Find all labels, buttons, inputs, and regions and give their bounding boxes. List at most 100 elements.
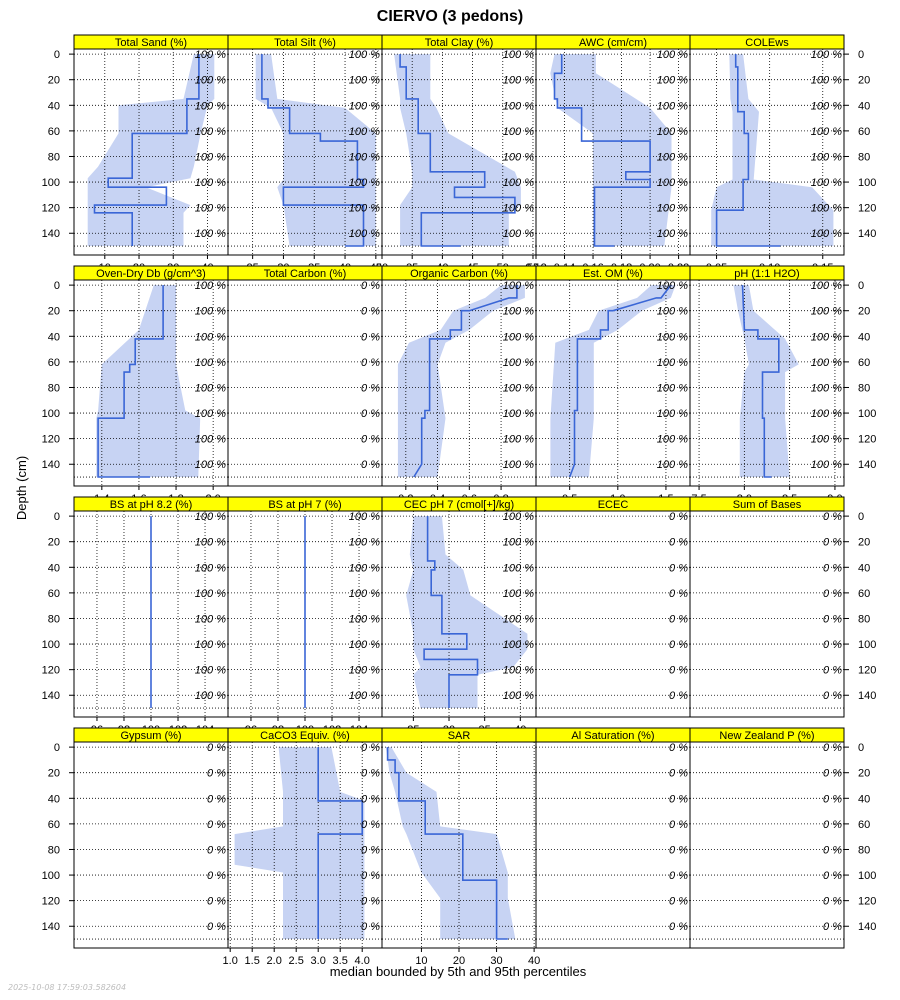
pct-label: 0 % (361, 819, 380, 831)
pct-label: 100 % (657, 126, 688, 138)
pct-label: 100 % (195, 49, 226, 61)
pct-label: 0 % (669, 896, 688, 908)
pct-label: 100 % (811, 408, 842, 420)
y-tick-label: 140 (858, 921, 876, 933)
y-tick-label: 140 (858, 690, 876, 702)
pct-label: 100 % (195, 690, 226, 702)
pct-label: 0 % (669, 921, 688, 933)
pct-label: 0 % (823, 844, 842, 856)
median-line (715, 54, 781, 247)
pct-label: 0 % (207, 793, 226, 805)
pct-label: 100 % (195, 357, 226, 369)
panel-1: Total Silt (%) 100 % 100 % 100 % 100 % 100 % 1… (227, 34, 383, 274)
y-tick-label: 100 (42, 408, 60, 420)
pct-label: 0 % (207, 768, 226, 780)
pct-label: 100 % (349, 665, 380, 677)
chart-title: CIERVO (3 pedons) (377, 8, 523, 25)
pct-label: 100 % (349, 151, 380, 163)
pct-label: 0 % (669, 511, 688, 523)
y-tick-label: 120 (42, 896, 60, 908)
pct-label: 0 % (669, 768, 688, 780)
y-tick-label: 140 (42, 459, 60, 471)
x-tick-label: 1.0 (223, 955, 238, 967)
pct-label: 100 % (195, 537, 226, 549)
panel-14: Sum of Bases 0 % 0 % 0 % 0 % 0 % 0 % 0 % 0 % 0 20 4… (689, 496, 876, 718)
pct-label: 100 % (349, 49, 380, 61)
median-line (568, 284, 672, 478)
percentile-band (385, 747, 516, 939)
y-tick-label: 60 (858, 357, 870, 369)
pct-label: 100 % (811, 126, 842, 138)
pct-label: 100 % (811, 100, 842, 112)
pct-label: 0 % (823, 511, 842, 523)
panel-border (535, 741, 691, 949)
pct-label: 100 % (503, 588, 534, 600)
panel-title: Total Clay (%) (425, 37, 493, 49)
y-tick-label: 20 (858, 75, 870, 87)
y-tick-label: 40 (48, 562, 60, 574)
y-tick-label: 40 (48, 331, 60, 343)
pct-label: 0 % (207, 921, 226, 933)
x-tick-label: 4.0 (355, 955, 370, 967)
panel-border (689, 48, 845, 256)
y-tick-label: 100 (858, 408, 876, 420)
pct-label: 0 % (823, 870, 842, 882)
y-tick-label: 140 (858, 459, 876, 471)
y-tick-label: 80 (48, 613, 60, 625)
y-tick-label: 120 (858, 203, 876, 215)
pct-label: 100 % (195, 408, 226, 420)
pct-label: 0 % (823, 665, 842, 677)
pct-label: 0 % (823, 562, 842, 574)
median-line (386, 747, 508, 940)
panel-title: CaCO3 Equiv. (%) (260, 730, 350, 742)
percentile-band (87, 54, 215, 246)
panel-title: pH (1:1 H2O) (734, 268, 799, 280)
pct-label: 100 % (811, 280, 842, 292)
pct-label: 100 % (503, 151, 534, 163)
panel-title: New Zealand P (%) (719, 730, 814, 742)
pct-label: 100 % (657, 408, 688, 420)
x-tick-label: 3.0 (311, 955, 326, 967)
panel-2: Total Clay (%) 100 % 100 % 100 % 100 % 100 % 1… (376, 34, 539, 274)
y-tick-label: 80 (48, 382, 60, 394)
pct-label: 100 % (811, 203, 842, 215)
pct-label: 0 % (823, 537, 842, 549)
pct-label: 100 % (811, 228, 842, 240)
pct-label: 0 % (669, 819, 688, 831)
median-line (741, 285, 780, 478)
panel-13: ECEC 0 % 0 % 0 % 0 % 0 % 0 % 0 % 0 % (535, 496, 691, 718)
y-tick-label: 100 (858, 639, 876, 651)
pct-label: 0 % (823, 819, 842, 831)
pct-label: 100 % (195, 151, 226, 163)
pct-label: 100 % (349, 562, 380, 574)
panel-3: AWC (cm/cm) 100 % 100 % 100 % 100 % 100 % 100 … (525, 34, 691, 274)
y-tick-label: 0 (54, 49, 60, 61)
pct-label: 100 % (657, 49, 688, 61)
panel-title: BS at pH 8.2 (%) (110, 499, 193, 511)
panel-12: CEC pH 7 (cmol[+]/kg)100 %100 %100 %100 … (381, 496, 537, 736)
pct-label: 100 % (349, 588, 380, 600)
panel-title: ECEC (598, 499, 629, 511)
pct-label: 0 % (361, 434, 380, 446)
median-line (413, 285, 518, 478)
y-tick-label: 140 (42, 921, 60, 933)
panel-4: COLEws 100 % 100 % 100 % 100 % 100 % 100 % 100 … (689, 34, 876, 274)
y-tick-label: 20 (48, 768, 60, 780)
percentile-band (550, 285, 676, 477)
pct-label: 0 % (669, 562, 688, 574)
pct-label: 100 % (811, 382, 842, 394)
pct-label: 100 % (657, 151, 688, 163)
pct-label: 100 % (195, 639, 226, 651)
pct-label: 100 % (195, 75, 226, 87)
x-tick-label: 2.0 (267, 955, 282, 967)
pct-label: 100 % (195, 511, 226, 523)
panel-title: Sum of Bases (733, 499, 802, 511)
pct-label: 0 % (361, 896, 380, 908)
y-tick-label: 80 (858, 151, 870, 163)
y-tick-label: 80 (48, 151, 60, 163)
pct-label: 0 % (361, 870, 380, 882)
y-tick-label: 0 (858, 49, 864, 61)
pct-label: 100 % (657, 203, 688, 215)
panel-18: Al Saturation (%) 0 % 0 % 0 % 0 % 0 % 0 % 0 % 0 … (535, 727, 691, 949)
